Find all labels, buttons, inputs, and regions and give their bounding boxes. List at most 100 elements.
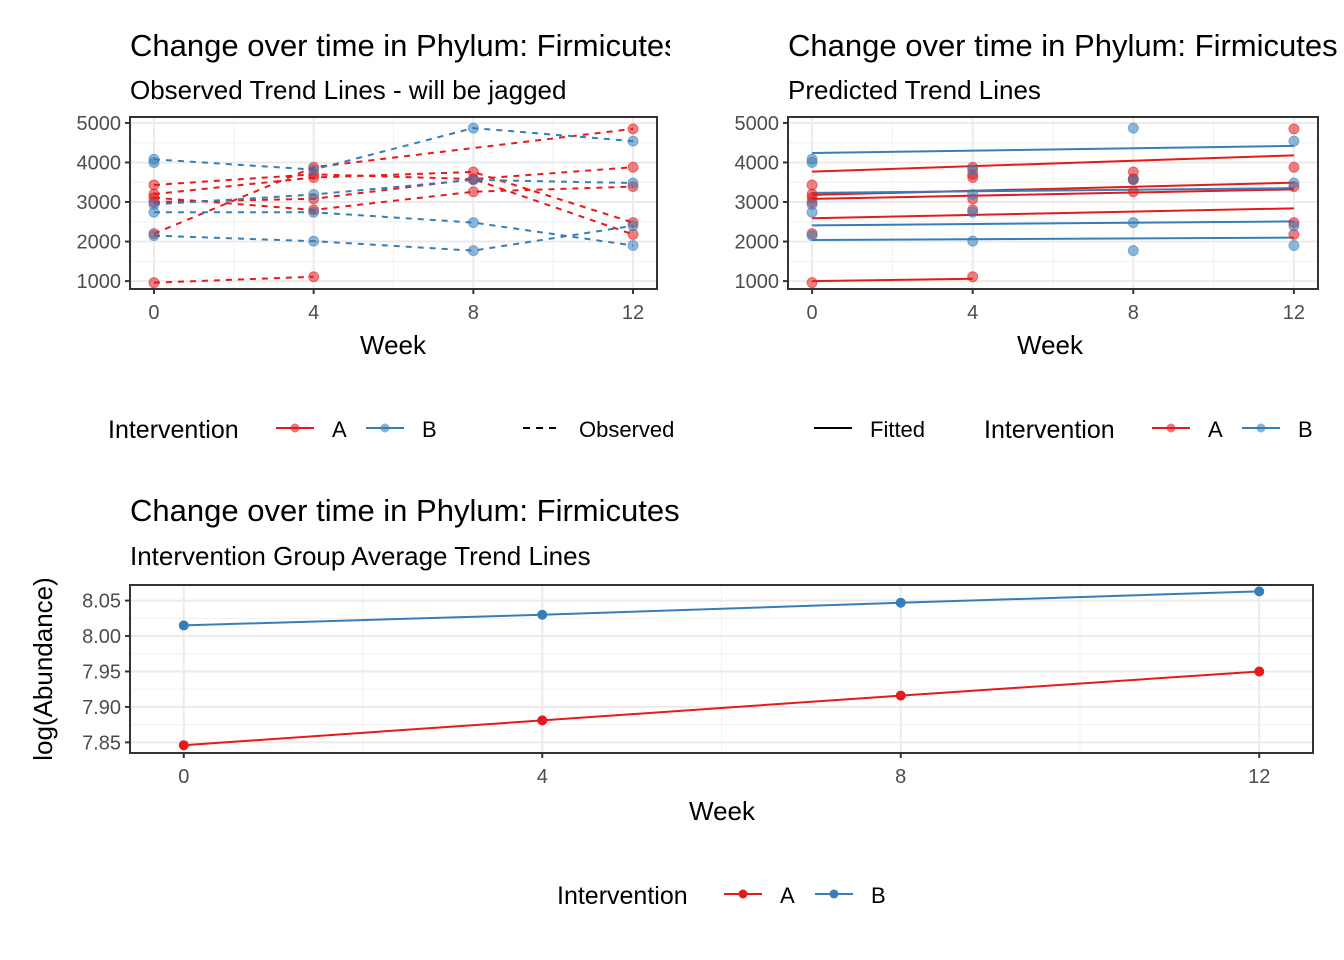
panel1-x-tick-label: 4 [308, 302, 319, 324]
fitted-line-a [812, 188, 1294, 200]
legend-key-b [1242, 423, 1280, 433]
observed-point-b [806, 230, 818, 242]
panel3-plot: 0 4 8 12 7.85 7.90 7.95 8.00 8.05 [82, 584, 1314, 788]
series-point-a [895, 690, 906, 701]
panel2-x-tick-label: 4 [967, 302, 978, 324]
observed-line-a [153, 170, 634, 224]
panel3-x-label: Week [689, 796, 756, 826]
observed-point-a [148, 179, 160, 191]
legend-label-fitted: Fitted [870, 417, 925, 442]
observed-line-a [153, 178, 634, 236]
panel1-x-label: Week [360, 330, 427, 360]
panel1-subtitle: Observed Trend Lines - will be jagged [130, 75, 566, 105]
observed-point-b [967, 188, 979, 200]
panel3-y-tick-label: 7.90 [82, 697, 121, 719]
panel2-subtitle: Predicted Trend Lines [788, 75, 1041, 105]
observed-point-b [1127, 174, 1139, 186]
panel2-x-tick-label: 12 [1283, 302, 1305, 324]
panel2-legend: Fitted Intervention A B [814, 416, 1313, 444]
observed-point-a [967, 271, 979, 283]
observed-point-b [308, 164, 320, 176]
legend-title: Intervention [557, 882, 688, 910]
panel3-x-tick-label: 8 [895, 766, 906, 788]
observed-point-b [308, 188, 320, 200]
panel2-y-tick-label: 3000 [735, 192, 780, 214]
observed-point-b [467, 122, 479, 134]
fitted-line-a [812, 207, 1294, 220]
panel3-y-label: log(Abundance) [28, 577, 58, 761]
panel2-border [787, 116, 1319, 290]
observed-point-b [967, 164, 979, 176]
fitted-line-a [812, 277, 973, 283]
observed-point-b [1127, 245, 1139, 257]
panel3-y-tick-label: 8.05 [82, 591, 121, 613]
series-point-a [178, 740, 189, 751]
observed-line-b [153, 127, 634, 171]
panel1-y-tick-label: 2000 [77, 232, 122, 254]
legend-key-point [738, 889, 748, 899]
observed-point-b [1127, 122, 1139, 134]
observed-point-b [467, 245, 479, 257]
observed-point-a [148, 277, 160, 289]
legend-key-point [829, 889, 839, 899]
panel1-y-tick-label: 5000 [77, 113, 122, 135]
panel3-border [129, 584, 1314, 754]
observed-point-a [806, 277, 818, 289]
series-point-b [537, 609, 548, 620]
panel3-legend: Intervention A B [557, 882, 886, 910]
panel2-x-tick-label: 8 [1128, 302, 1139, 324]
observed-point-b [308, 206, 320, 218]
legend-key-point [290, 423, 300, 433]
observed-line-b [153, 224, 634, 252]
panel3-y-tick-label: 8.00 [82, 626, 121, 648]
series-point-a [1254, 666, 1265, 677]
observed-point-a [1288, 123, 1300, 135]
panel1-x-tick-label: 8 [468, 302, 479, 324]
observed-point-a [308, 271, 320, 283]
legend-label-b: B [422, 417, 437, 442]
fitted-line-a [812, 154, 1294, 173]
panel2-y-tick-label: 5000 [735, 113, 780, 135]
observed-line-b [153, 211, 634, 247]
observed-point-b [627, 220, 639, 232]
series-line-a [183, 670, 1260, 747]
panel3-y-tick-label: 7.95 [82, 661, 121, 683]
series-point-b [895, 597, 906, 608]
observed-point-b [806, 206, 818, 218]
observed-point-b [627, 177, 639, 189]
legend-key-a [1152, 423, 1190, 433]
observed-point-b [1288, 135, 1300, 147]
panel1-border [129, 116, 658, 290]
observed-point-b [1288, 220, 1300, 232]
panel3-x-tick-label: 4 [537, 766, 548, 788]
legend-title: Intervention [984, 416, 1115, 444]
legend-label-b: B [871, 883, 886, 908]
panel2-y-tick-label: 1000 [735, 271, 780, 293]
panel3-x-tick-label: 12 [1248, 766, 1270, 788]
observed-point-b [467, 174, 479, 186]
observed-point-b [467, 217, 479, 229]
observed-point-b [148, 230, 160, 242]
observed-point-a [1127, 186, 1139, 198]
fitted-line-b [812, 187, 1294, 194]
observed-point-b [148, 206, 160, 218]
panel3-x-tick-label: 0 [178, 766, 189, 788]
observed-line-b [153, 178, 634, 206]
observed-line-a [153, 185, 634, 211]
panel1-plot: 0 4 8 12 1000 2000 3000 4000 5000 [77, 113, 658, 324]
series-line-b [183, 590, 1260, 627]
observed-point-b [627, 240, 639, 252]
observed-point-b [1288, 240, 1300, 252]
panel3-title: Change over time in Phylum: Firmicutes [130, 493, 680, 528]
legend-key-b [815, 889, 853, 899]
observed-point-a [806, 179, 818, 191]
legend-key-a [276, 423, 314, 433]
series-point-b [1254, 586, 1265, 597]
observed-line-a [153, 275, 314, 284]
panel1-x-tick-label: 12 [622, 302, 644, 324]
legend-label-a: A [780, 883, 795, 908]
panel1-y-tick-label: 4000 [77, 152, 122, 174]
fitted-line-b [812, 220, 1294, 227]
observed-point-b [967, 235, 979, 247]
legend-label-a: A [1208, 417, 1223, 442]
